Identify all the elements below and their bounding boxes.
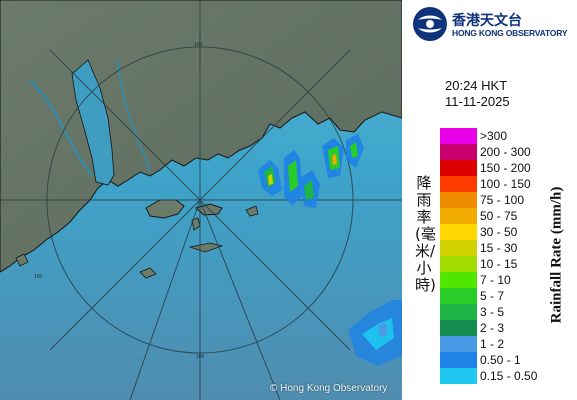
legend-color-swatch: [440, 336, 477, 352]
hko-emblem-icon: [413, 7, 447, 41]
legend-title-en: Rainfall Rate (mm/h): [548, 186, 565, 324]
radar-map: 100 100 100 © H: [0, 0, 402, 400]
legend-color-swatch: [440, 208, 477, 224]
legend-entry: 30 - 50: [440, 224, 570, 240]
legend-color-swatch: [440, 352, 477, 368]
island-wanshan: [139, 267, 157, 279]
legend-entry: >300: [440, 128, 570, 144]
org-name-zh: 香港天文台: [452, 13, 522, 29]
legend-range-label: >300: [480, 129, 508, 143]
legend-entry: 10 - 15: [440, 256, 570, 272]
rain-echoes-east: [258, 134, 364, 208]
legend-entry: 2 - 3: [440, 320, 570, 336]
legend-color-swatch: [440, 128, 477, 144]
legend-color-swatch: [440, 304, 477, 320]
pearl-river-estuary: [71, 59, 115, 186]
island-east: [245, 205, 259, 217]
legend-color-swatch: [440, 272, 477, 288]
mainland-landmass: [0, 0, 402, 273]
radar-time: 20:24 HKT: [445, 78, 508, 93]
legend-color-swatch: [440, 144, 477, 160]
legend-range-label: 7 - 10: [480, 273, 511, 287]
legend-range-label: 30 - 50: [480, 225, 518, 239]
legend-entry: 75 - 100: [440, 192, 570, 208]
legend-color-swatch: [440, 224, 477, 240]
legend-range-label: 2 - 3: [480, 321, 505, 335]
legend-color-swatch: [440, 320, 477, 336]
legend-range-label: 0.15 - 0.50: [480, 369, 538, 383]
legend-entry: 7 - 10: [440, 272, 570, 288]
legend-range-label: 15 - 30: [480, 241, 518, 255]
range-spoke: [129, 199, 201, 400]
legend-range-label: 75 - 100: [480, 193, 525, 207]
range-ring-label-bottom: 100: [196, 354, 205, 360]
range-ring-label-top: 100: [194, 42, 203, 48]
legend-range-label: 0.50 - 1: [480, 353, 521, 367]
radar-map-canvas: 100 100 100: [0, 0, 402, 400]
legend-color-swatch: [440, 240, 477, 256]
legend-range-label: 3 - 5: [480, 305, 505, 319]
legend-entry: 1 - 2: [440, 336, 570, 352]
legend-entry: 5 - 7: [440, 288, 570, 304]
legend-color-swatch: [440, 368, 477, 384]
org-name-en: HONG KONG OBSERVATORY: [452, 28, 568, 38]
copyright-notice: © Hong Kong Observatory: [270, 383, 388, 394]
legend-range-label: 1 - 2: [480, 337, 505, 351]
legend-color-swatch: [440, 160, 477, 176]
legend-range-label: 200 - 300: [480, 145, 531, 159]
legend-range-label: 100 - 150: [480, 177, 531, 191]
legend-range-label: 5 - 7: [480, 289, 505, 303]
legend-entry: 50 - 75: [440, 208, 570, 224]
legend-entry: 3 - 5: [440, 304, 570, 320]
legend-color-swatch: [440, 256, 477, 272]
legend-range-label: 10 - 15: [480, 257, 518, 271]
legend-entry: 0.15 - 0.50: [440, 368, 570, 384]
radar-date: 11-11-2025: [445, 94, 510, 109]
legend-color-swatch: [440, 288, 477, 304]
legend-color-swatch: [440, 176, 477, 192]
legend-title-zh: 降雨率(毫米/小時): [415, 174, 436, 294]
legend-color-swatch: [440, 192, 477, 208]
legend-entry: 100 - 150: [440, 176, 570, 192]
legend-entry: 150 - 200: [440, 160, 570, 176]
legend-panel: 香港天文台 HONG KONG OBSERVATORY 20:24 HKT 11…: [402, 0, 577, 400]
rain-echoes-southeast: [348, 300, 402, 366]
legend-entry: 200 - 300: [440, 144, 570, 160]
legend-entry: 15 - 30: [440, 240, 570, 256]
river-channel-2: [117, 59, 151, 173]
island-sw: [15, 253, 29, 267]
hko-logo: 香港天文台 HONG KONG OBSERVATORY: [412, 6, 572, 42]
legend-range-label: 150 - 200: [480, 161, 531, 175]
legend-range-label: 50 - 75: [480, 209, 518, 223]
rainfall-rate-legend: >300 200 - 300 150 - 200 100 - 150 75 - 100 5…: [440, 128, 570, 384]
range-rings: [0, 0, 402, 400]
legend-entry: 0.50 - 1: [440, 352, 570, 368]
range-ring-label-left: 100: [34, 274, 43, 280]
range-spoke: [199, 199, 281, 400]
